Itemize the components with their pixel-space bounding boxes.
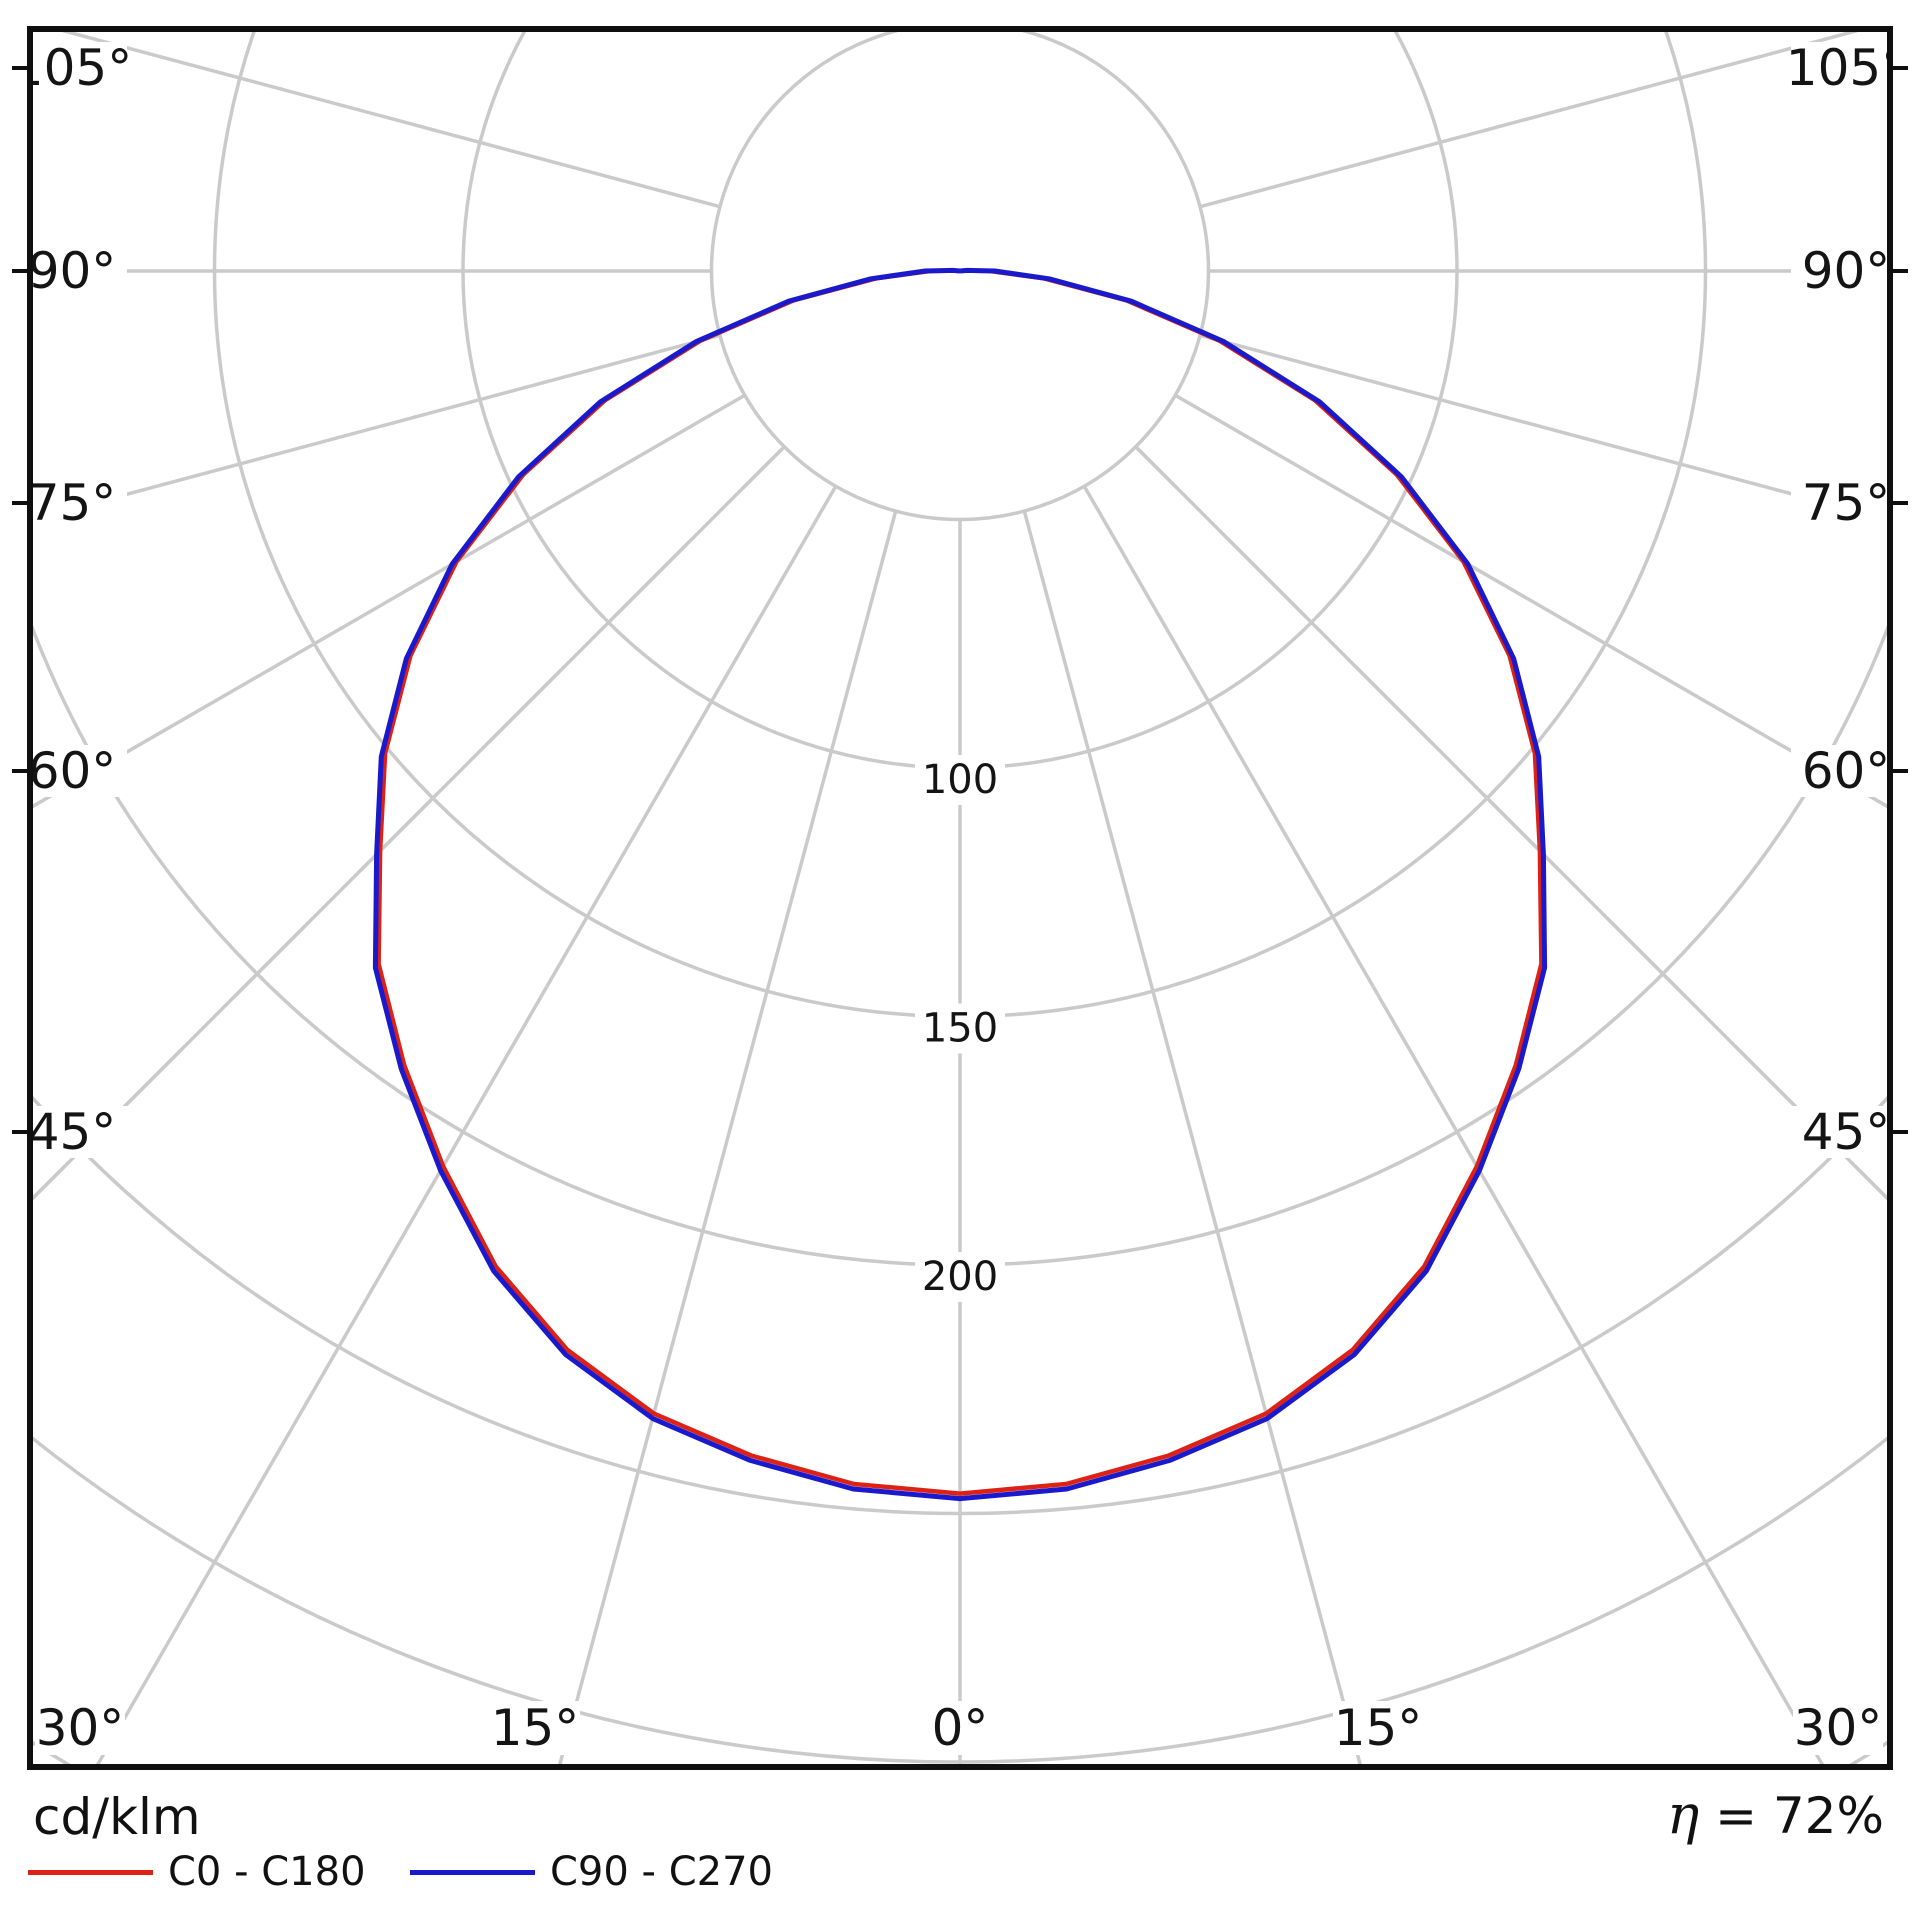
grid-radial-75-right [1199,333,1887,522]
grid-radial-30-left [95,485,838,1765]
angle-label-mask [1333,1701,1423,1755]
grid-radial-45-right [1134,445,1887,1201]
radius-label-100: 100 [922,757,998,803]
angle-label-left-60: 60° [28,742,117,800]
angle-label-mask [33,745,127,797]
grid-radial-105-right [1199,31,1863,209]
angle-label-bottom-2: 0° [932,1699,989,1757]
angle-label-left-45: 45° [28,1103,117,1161]
angle-label-right-105: 105° [1786,39,1906,97]
angle-label-right-45: 45° [1802,1103,1891,1161]
legend-label-c0-c180: C0 - C180 [168,1849,366,1895]
grid-radial-45-left [33,445,786,1201]
grid-radial-60-left [33,393,746,809]
angle-label-right-60: 60° [1802,742,1891,800]
angle-label-mask [35,1701,125,1755]
angle-label-mask [1791,477,1887,529]
angle-label-mask [1793,1701,1883,1755]
radius-label-mask-150 [915,1003,1005,1054]
angle-label-left-75: 75° [28,474,117,532]
angle-label-left-90: 90° [28,242,117,300]
chart-frame [27,26,1893,1770]
efficiency-symbol: η [1666,1783,1700,1846]
angle-label-mask [1791,42,1887,94]
efficiency-value: = 72% [1715,1787,1884,1845]
grid-radial-60-right [1174,393,1887,809]
angle-label-right-75: 75° [1802,474,1891,532]
legend-swatch-c0-c180 [28,1869,153,1875]
angle-label-bottom-1: 15° [491,1699,580,1757]
angle-label-mask [33,42,127,94]
angle-label-mask [33,1106,127,1158]
angle-label-mask [1791,1106,1887,1158]
curve-c90-c270 [372,267,1548,1502]
angle-label-mask [33,477,127,529]
angle-label-mask [915,1701,1005,1755]
radius-label-150: 150 [922,1006,998,1052]
grid-radial-105-left [57,31,721,209]
grid-radial-30-right [1082,485,1825,1765]
radius-label-200: 200 [922,1254,998,1300]
angle-label-mask [1791,245,1887,297]
radius-label-mask-200 [915,1252,1005,1302]
legend-label-c90-c270: C90 - C270 [550,1849,773,1895]
radius-label-mask-100 [915,755,1005,805]
angle-label-bottom-4: 30° [1794,1699,1883,1757]
legend-item-c90-c270: C90 - C270 [410,1848,773,1896]
efficiency-label: η = 72% [1666,1783,1884,1846]
legend-item-c0-c180: C0 - C180 [28,1848,366,1896]
angle-label-bottom-0: 30° [36,1699,125,1757]
angle-label-mask [490,1701,580,1755]
angle-label-mask [33,245,127,297]
legend-swatch-c90-c270 [410,1869,535,1875]
angle-label-left-105: 105° [12,39,132,97]
grid-radial-75-left [33,333,721,522]
units-label: cd/klm [33,1788,201,1846]
angle-label-right-90: 90° [1802,242,1891,300]
angle-label-bottom-3: 15° [1334,1699,1423,1757]
angle-label-mask [1791,745,1887,797]
